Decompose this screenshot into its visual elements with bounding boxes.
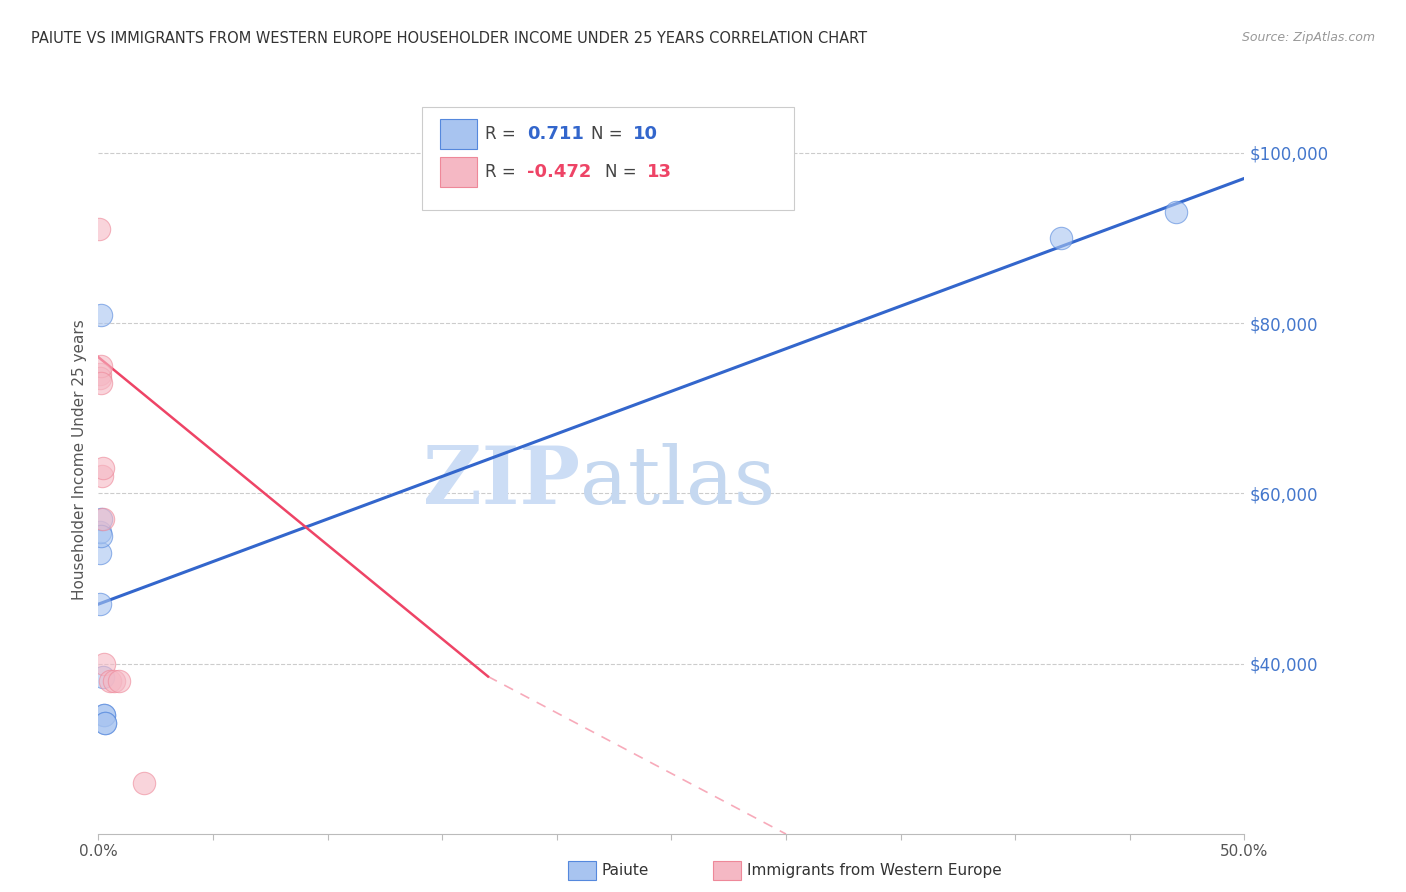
Y-axis label: Householder Income Under 25 years: Householder Income Under 25 years [72,319,87,599]
Point [108,673,131,688]
Text: Paiute: Paiute [602,863,650,878]
Point [89,368,111,382]
Point [93,707,115,722]
Text: -0.472: -0.472 [527,163,592,181]
Point [103,673,125,688]
Text: ZIP: ZIP [423,442,579,521]
Point [134,776,156,790]
Point [1164,205,1187,219]
Point [98,673,121,688]
Text: R =: R = [485,125,522,143]
Point [89,546,111,560]
Point [91,669,114,683]
Point [90,308,112,322]
Point [1050,231,1073,245]
Text: N =: N = [605,163,641,181]
Point [89,371,111,385]
Text: 0.711: 0.711 [527,125,583,143]
Point [94,716,117,731]
Text: R =: R = [485,163,522,181]
Text: PAIUTE VS IMMIGRANTS FROM WESTERN EUROPE HOUSEHOLDER INCOME UNDER 25 YEARS CORRE: PAIUTE VS IMMIGRANTS FROM WESTERN EUROPE… [31,31,868,46]
Point [89,597,111,611]
Text: N =: N = [591,125,627,143]
Point [90,469,112,483]
Point [90,359,112,373]
Text: Immigrants from Western Europe: Immigrants from Western Europe [747,863,1001,878]
Text: Source: ZipAtlas.com: Source: ZipAtlas.com [1241,31,1375,45]
Text: 10: 10 [633,125,658,143]
Point [94,716,117,731]
Point [90,529,112,543]
Point [93,707,115,722]
Point [87,222,110,236]
Point [91,512,114,526]
Point [90,376,112,390]
Text: atlas: atlas [579,442,775,521]
Point [90,512,112,526]
Point [91,461,114,475]
Point [89,524,111,539]
Text: 13: 13 [647,163,672,181]
Point [93,657,115,671]
